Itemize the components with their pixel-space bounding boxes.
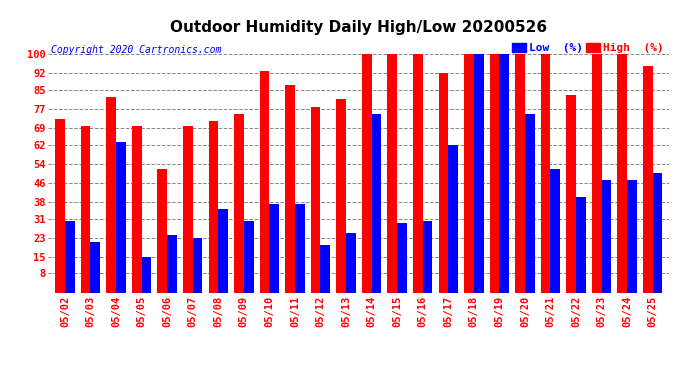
Bar: [336, 99, 346, 292]
Bar: [643, 66, 653, 292]
Bar: [525, 114, 535, 292]
Bar: [346, 233, 356, 292]
Bar: [90, 243, 100, 292]
Bar: [106, 97, 116, 292]
Bar: [448, 145, 458, 292]
Bar: [132, 126, 141, 292]
Bar: [439, 73, 449, 292]
Bar: [259, 71, 269, 292]
Bar: [515, 54, 525, 292]
Bar: [464, 54, 474, 292]
Bar: [551, 169, 560, 292]
Bar: [602, 180, 611, 292]
Bar: [81, 126, 90, 292]
Bar: [566, 95, 576, 292]
Bar: [193, 238, 202, 292]
Bar: [423, 221, 433, 292]
Bar: [116, 142, 126, 292]
Bar: [576, 197, 586, 292]
Bar: [541, 54, 551, 292]
Bar: [592, 54, 602, 292]
Bar: [269, 204, 279, 292]
Bar: [183, 126, 193, 292]
Legend: Low  (%), High  (%): Low (%), High (%): [508, 39, 668, 58]
Bar: [618, 54, 627, 292]
Bar: [295, 204, 304, 292]
Bar: [362, 54, 372, 292]
Bar: [157, 169, 167, 292]
Bar: [490, 54, 500, 292]
Bar: [413, 54, 423, 292]
Bar: [285, 85, 295, 292]
Bar: [218, 209, 228, 292]
Bar: [627, 180, 637, 292]
Bar: [387, 54, 397, 292]
Text: Copyright 2020 Cartronics.com: Copyright 2020 Cartronics.com: [51, 45, 221, 55]
Bar: [310, 106, 320, 292]
Bar: [372, 114, 382, 292]
Bar: [474, 54, 484, 292]
Title: Outdoor Humidity Daily High/Low 20200526: Outdoor Humidity Daily High/Low 20200526: [170, 20, 547, 35]
Bar: [653, 173, 662, 292]
Bar: [500, 54, 509, 292]
Bar: [320, 245, 331, 292]
Bar: [65, 221, 75, 292]
Bar: [244, 221, 253, 292]
Bar: [234, 114, 244, 292]
Bar: [167, 235, 177, 292]
Bar: [55, 118, 65, 292]
Bar: [208, 121, 218, 292]
Bar: [141, 257, 151, 292]
Bar: [397, 224, 407, 292]
